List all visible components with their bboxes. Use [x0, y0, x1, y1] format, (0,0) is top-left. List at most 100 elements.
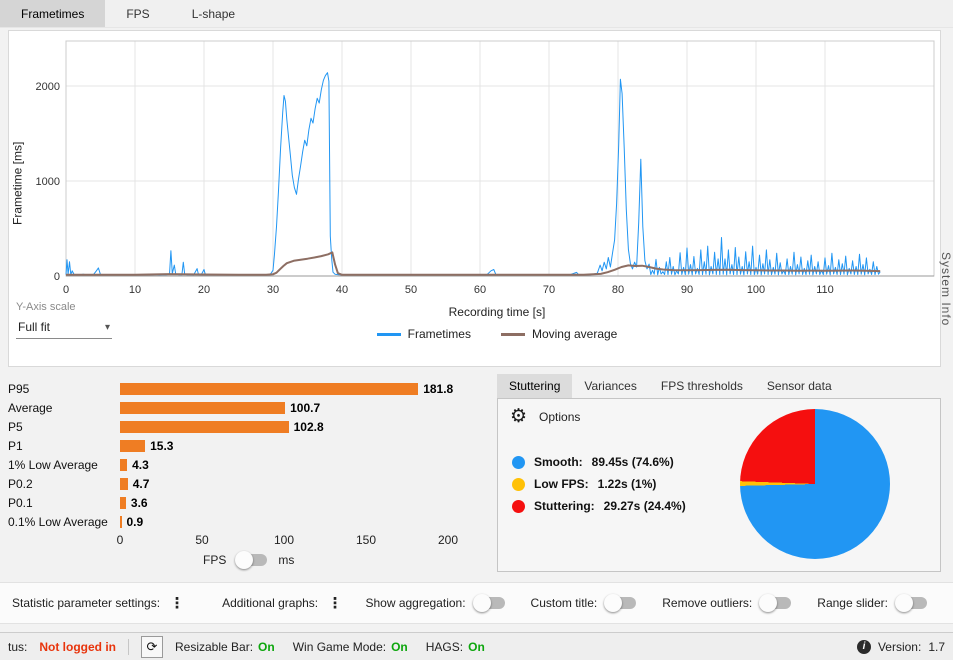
- percentile-row: P95 181.8: [8, 379, 490, 398]
- main-tabbar: Frametimes FPS L-shape: [0, 0, 953, 28]
- percentile-bar: [120, 401, 286, 414]
- frametimes-series: [65, 72, 881, 276]
- percentile-bar: [120, 458, 128, 471]
- analysis-tabbar: Stuttering Variances FPS thresholds Sens…: [497, 374, 942, 398]
- moving-average-series: [65, 251, 881, 276]
- bar-axis-tick: 100: [273, 533, 295, 547]
- chart-legend: Frametimes Moving average: [66, 327, 928, 341]
- login-status-value: Not logged in: [39, 639, 116, 654]
- range-slider-label: Range slider:: [817, 596, 888, 610]
- y-axis-scale-value: Full fit: [18, 320, 51, 334]
- frametimes-line-chart[interactable]: 0 10 20 30 40 50 60 70 80 90 100 110 0 1000 2000: [15, 37, 935, 305]
- y-axis-scale-label: Y-Axis scale: [16, 301, 76, 313]
- options-label: Options: [539, 409, 581, 424]
- statistic-settings-menu-button[interactable]: ⋮: [169, 595, 185, 612]
- percentile-value: 4.3: [132, 457, 149, 472]
- percentile-label: P0.1: [8, 495, 33, 510]
- percentile-value: 0.9: [126, 514, 144, 529]
- fps-ms-toggle-knob[interactable]: [235, 551, 254, 569]
- show-aggregation-toggle[interactable]: [472, 594, 505, 612]
- percentile-bar: [120, 439, 146, 452]
- gear-icon[interactable]: ⚙: [510, 406, 528, 427]
- show-aggregation-group: Show aggregation:: [365, 594, 505, 612]
- legend-item-moving-average: Moving average: [500, 327, 618, 341]
- tab-stuttering[interactable]: Stuttering: [497, 374, 573, 398]
- login-status-label: tus:: [8, 639, 28, 654]
- pie-legend-label: Stuttering:: [534, 499, 595, 513]
- percentile-bar: [120, 515, 122, 528]
- version-value: 1.7: [928, 639, 945, 654]
- stuttering-pie-chart: [740, 409, 890, 559]
- pie-legend: Smooth: 89.45s (74.6%) Low FPS: 1.22s (1%) S…: [512, 451, 686, 517]
- percentile-row: P0.1 3.6: [8, 493, 490, 512]
- percentile-label: 1% Low Average: [8, 457, 98, 472]
- svg-text:20: 20: [198, 284, 210, 296]
- svg-text:30: 30: [267, 284, 279, 296]
- svg-text:60: 60: [474, 284, 486, 296]
- toolbar-toggles: Show aggregation: Custom title: Remove out…: [365, 594, 941, 612]
- frametime-chart-panel: Frametime [ms] 0 10 20 30 40 50 60 70 80 90 100 110…: [8, 30, 941, 367]
- svg-text:80: 80: [612, 284, 624, 296]
- percentile-row: 1% Low Average 4.3: [8, 455, 490, 474]
- show-aggregation-toggle-knob[interactable]: [472, 594, 491, 612]
- range-slider-toggle[interactable]: [895, 594, 927, 612]
- legend-label: Moving average: [531, 327, 618, 341]
- percentile-row: 0.1% Low Average 0.9: [8, 512, 490, 531]
- percentile-bar: [120, 477, 128, 490]
- svg-text:0: 0: [63, 284, 69, 296]
- x-axis-label: Recording time [s]: [448, 305, 546, 319]
- tab-frametimes[interactable]: Frametimes: [0, 0, 106, 27]
- svg-text:90: 90: [681, 284, 693, 296]
- low-fps-bullet-icon: [512, 477, 525, 491]
- additional-graphs-menu-button[interactable]: ⋮: [327, 595, 343, 612]
- resizable-bar-label: Resizable Bar:: [175, 639, 254, 654]
- additional-graphs-label: Additional graphs:: [222, 596, 319, 610]
- remove-outliers-toggle[interactable]: [759, 594, 792, 612]
- svg-text:1000: 1000: [36, 176, 60, 188]
- tab-fps[interactable]: FPS: [126, 6, 150, 21]
- pie-legend-item-stuttering: Stuttering: 29.27s (24.4%): [512, 495, 686, 517]
- custom-title-toggle[interactable]: [604, 594, 637, 612]
- svg-text:110: 110: [816, 284, 834, 296]
- options-row: ⚙ Options: [510, 407, 580, 426]
- remove-outliers-group: Remove outliers:: [662, 594, 792, 612]
- pie-legend-value: 29.27s (24.4%): [603, 499, 686, 513]
- system-info-flyout-handle[interactable]: System Info: [939, 252, 953, 327]
- percentile-value: 4.7: [132, 476, 150, 491]
- win-game-mode-value: On: [391, 639, 408, 654]
- status-bar: tus: Not logged in ⟳ Resizable Bar: On Win…: [0, 632, 953, 660]
- percentile-row: Average 100.7: [8, 398, 490, 417]
- tab-sensor-data[interactable]: Sensor data: [766, 379, 832, 393]
- pie-legend-label: Low FPS:: [534, 477, 589, 491]
- percentile-bar-axis: 0 50 100 150 200: [116, 533, 460, 548]
- system-status-items: Resizable Bar: On Win Game Mode: On HAGS: On: [175, 640, 485, 654]
- resizable-bar-value: On: [258, 639, 275, 654]
- remove-outliers-toggle-knob[interactable]: [759, 594, 778, 612]
- percentile-row: P5 102.8: [8, 417, 490, 436]
- win-game-mode-label: Win Game Mode:: [292, 639, 387, 654]
- info-icon[interactable]: i: [856, 639, 871, 654]
- range-slider-toggle-knob[interactable]: [895, 594, 913, 612]
- pie-legend-item-smooth: Smooth: 89.45s (74.6%): [512, 451, 686, 473]
- bar-axis-tick: 0: [116, 533, 124, 547]
- percentile-value: 15.3: [150, 438, 174, 453]
- legend-item-frametimes: Frametimes: [376, 327, 471, 341]
- hags-value: On: [468, 639, 485, 654]
- svg-text:2000: 2000: [36, 81, 60, 93]
- tab-l-shape[interactable]: L-shape: [191, 6, 236, 21]
- refresh-icon[interactable]: ⟳: [141, 635, 163, 658]
- svg-text:50: 50: [405, 284, 417, 296]
- analysis-panel: Stuttering Variances FPS thresholds Sens…: [497, 374, 942, 572]
- percentile-bar: [120, 496, 126, 509]
- percentile-label: P1: [8, 438, 23, 453]
- custom-title-group: Custom title:: [531, 594, 637, 612]
- fps-ms-toggle[interactable]: [235, 551, 268, 569]
- y-axis-scale-dropdown[interactable]: Full fit ▾: [16, 318, 112, 339]
- tab-variances[interactable]: Variances: [584, 379, 637, 393]
- bar-axis-tick: 150: [355, 533, 377, 547]
- custom-title-toggle-knob[interactable]: [604, 594, 623, 612]
- svg-text:100: 100: [747, 284, 765, 296]
- percentile-value: 100.7: [290, 400, 321, 415]
- tab-fps-thresholds[interactable]: FPS thresholds: [660, 379, 743, 393]
- percentile-label: P5: [8, 419, 23, 434]
